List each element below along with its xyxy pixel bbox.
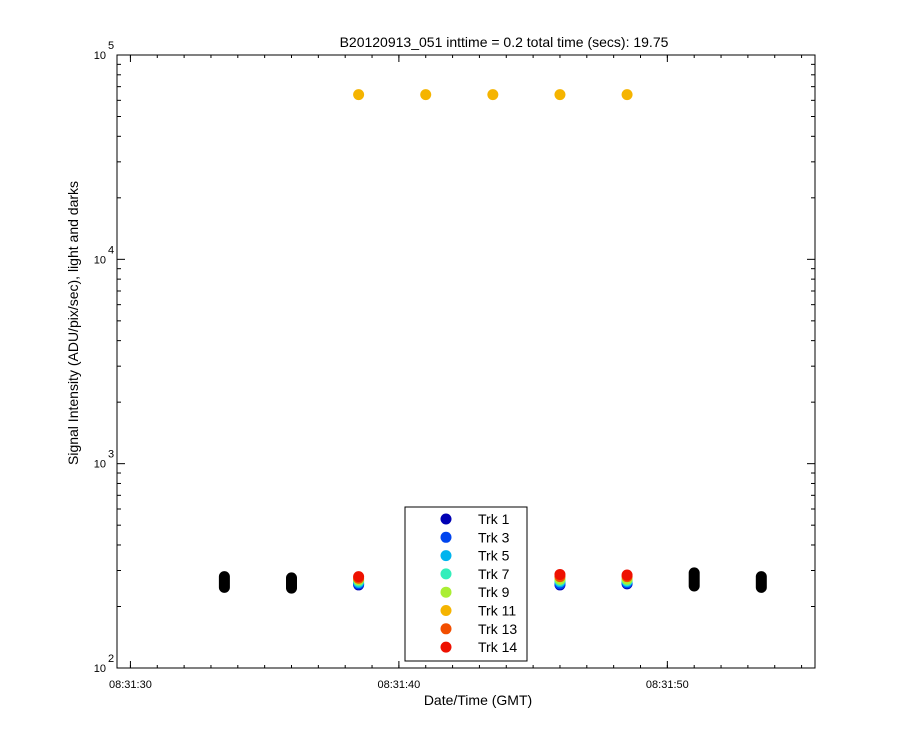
- x-tick-label: 08:31:50: [646, 679, 689, 691]
- legend-box: [404, 506, 528, 662]
- legend-marker: [440, 568, 452, 580]
- legend-marker: [440, 623, 452, 635]
- y-tick-exponent: 2: [108, 653, 114, 665]
- legend-marker: [440, 605, 452, 616]
- legend-marker: [440, 586, 452, 598]
- legend-label: Trk 11: [478, 603, 516, 619]
- data-point: [554, 89, 566, 101]
- data-point: [554, 568, 566, 580]
- data-point: [353, 571, 365, 583]
- legend-label: Trk 5: [478, 548, 510, 564]
- y-tick-label: 10: [94, 50, 106, 62]
- legend-label: Trk 7: [478, 566, 510, 582]
- data-points: [218, 89, 767, 594]
- y-tick-exponent: 5: [108, 40, 114, 52]
- chart-title: B20120913_051 inttime = 0.2 total time (…: [340, 34, 669, 50]
- legend-label: Trk 3: [478, 529, 510, 545]
- legend-marker: [440, 513, 452, 525]
- data-point: [621, 89, 633, 101]
- legend-label: Trk 1: [478, 511, 510, 527]
- y-tick-label: 10: [94, 254, 106, 266]
- y-tick-label: 10: [94, 459, 106, 471]
- legend-label: Trk 9: [478, 584, 510, 600]
- legend-label: Trk 13: [478, 621, 517, 637]
- legend: Trk 1 Trk 3 Trk 5 Trk 7 Trk 9 Trk 11 Trk 13 Trk…: [404, 506, 528, 662]
- data-point: [420, 89, 432, 101]
- data-point: [353, 89, 365, 101]
- legend-marker: [440, 641, 452, 653]
- data-point: [621, 569, 633, 581]
- legend-marker: [440, 550, 452, 562]
- y-tick-exponent: 4: [108, 244, 114, 256]
- x-axis-title: Date/Time (GMT): [424, 692, 532, 708]
- legend-label: Trk 14: [478, 639, 517, 655]
- x-tick-label: 08:31:30: [109, 679, 152, 691]
- y-tick-exponent: 3: [108, 449, 114, 461]
- data-point: [487, 89, 499, 101]
- legend-marker: [440, 531, 452, 543]
- y-tick-label: 10: [94, 663, 106, 675]
- y-axis-title: Signal Intensity (ADU/pix/sec), light an…: [65, 181, 81, 465]
- x-axis: 08:31:30 08:31:40 08:31:50: [109, 55, 803, 691]
- x-tick-label: 08:31:40: [377, 679, 420, 691]
